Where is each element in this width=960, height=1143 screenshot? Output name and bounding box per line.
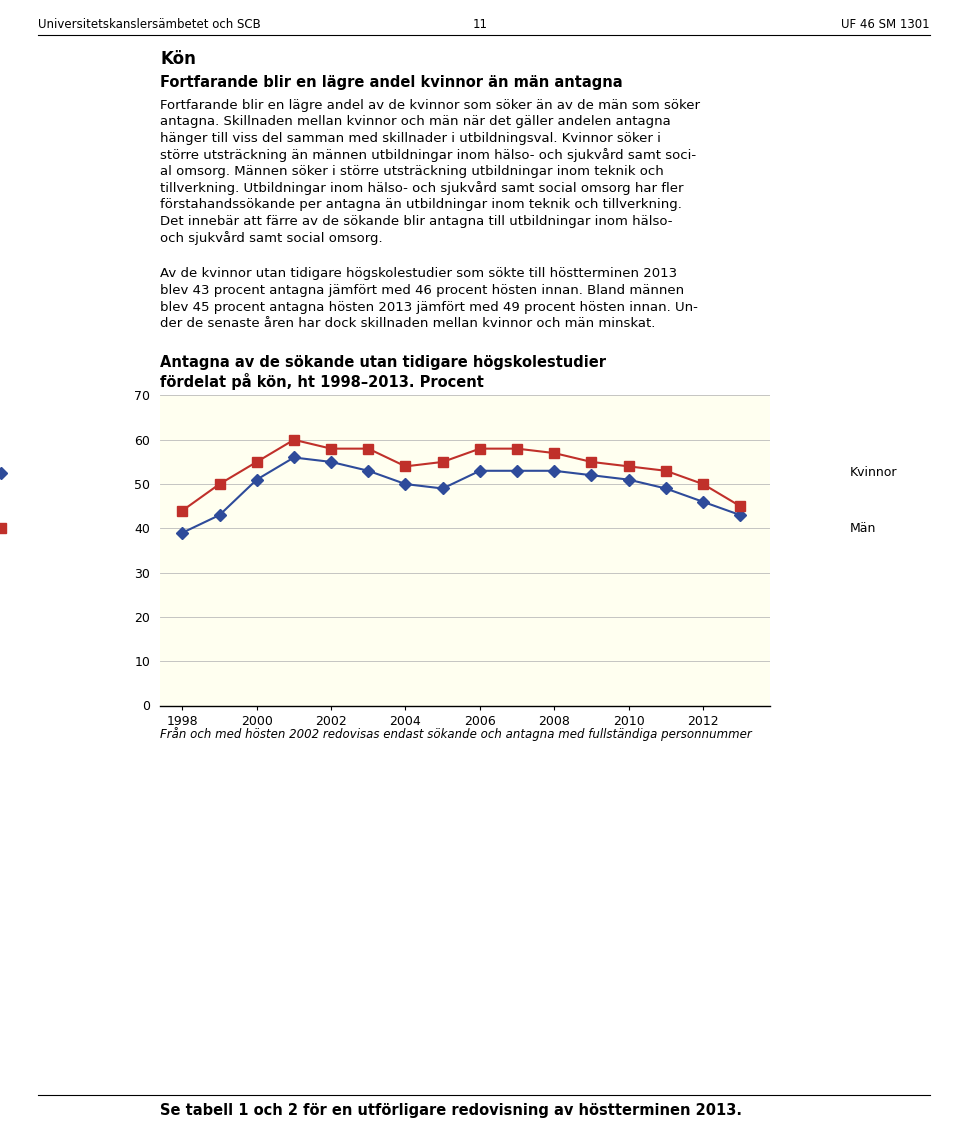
Text: al omsorg. Männen söker i större utsträckning utbildningar inom teknik och: al omsorg. Männen söker i större utsträc… xyxy=(160,165,663,178)
Text: Män: Män xyxy=(850,521,876,535)
Text: tillverkning. Utbildningar inom hälso- och sjukvård samt social omsorg har fler: tillverkning. Utbildningar inom hälso- o… xyxy=(160,182,684,195)
Text: Antagna av de sökande utan tidigare högskolestudier: Antagna av de sökande utan tidigare högs… xyxy=(160,355,606,370)
Text: Av de kvinnor utan tidigare högskolestudier som sökte till höstterminen 2013: Av de kvinnor utan tidigare högskolestud… xyxy=(160,267,677,280)
Text: Universitetskanslersämbetet och SCB: Universitetskanslersämbetet och SCB xyxy=(38,18,261,31)
Text: Fortfarande blir en lägre andel av de kvinnor som söker än av de män som söker: Fortfarande blir en lägre andel av de kv… xyxy=(160,99,700,112)
Text: Det innebär att färre av de sökande blir antagna till utbildningar inom hälso-: Det innebär att färre av de sökande blir… xyxy=(160,215,673,227)
Text: Se tabell 1 och 2 för en utförligare redovisning av höstterminen 2013.: Se tabell 1 och 2 för en utförligare red… xyxy=(160,1103,742,1118)
Text: fördelat på kön, ht 1998–2013. Procent: fördelat på kön, ht 1998–2013. Procent xyxy=(160,374,484,391)
Text: antagna. Skillnaden mellan kvinnor och män när det gäller andelen antagna: antagna. Skillnaden mellan kvinnor och m… xyxy=(160,115,671,128)
Text: hänger till viss del samman med skillnader i utbildningsval. Kvinnor söker i: hänger till viss del samman med skillnad… xyxy=(160,131,660,145)
Text: blev 43 procent antagna jämfört med 46 procent hösten innan. Bland männen: blev 43 procent antagna jämfört med 46 p… xyxy=(160,283,684,297)
Text: UF 46 SM 1301: UF 46 SM 1301 xyxy=(841,18,930,31)
Text: förstahandssökande per antagna än utbildningar inom teknik och tillverkning.: förstahandssökande per antagna än utbild… xyxy=(160,198,682,211)
Text: der de senaste åren har dock skillnaden mellan kvinnor och män minskat.: der de senaste åren har dock skillnaden … xyxy=(160,317,656,330)
Text: Kön: Kön xyxy=(160,50,196,67)
Text: Från och med hösten 2002 redovisas endast sökande och antagna med fullständiga p: Från och med hösten 2002 redovisas endas… xyxy=(160,727,752,742)
Text: Kvinnor: Kvinnor xyxy=(850,466,898,480)
Text: blev 45 procent antagna hösten 2013 jämfört med 49 procent hösten innan. Un-: blev 45 procent antagna hösten 2013 jämf… xyxy=(160,301,698,313)
Text: större utsträckning än männen utbildningar inom hälso- och sjukvård samt soci-: större utsträckning än männen utbildning… xyxy=(160,149,696,162)
Text: Fortfarande blir en lägre andel kvinnor än män antagna: Fortfarande blir en lägre andel kvinnor … xyxy=(160,75,623,90)
Text: 11: 11 xyxy=(472,18,488,31)
Text: och sjukvård samt social omsorg.: och sjukvård samt social omsorg. xyxy=(160,231,383,245)
